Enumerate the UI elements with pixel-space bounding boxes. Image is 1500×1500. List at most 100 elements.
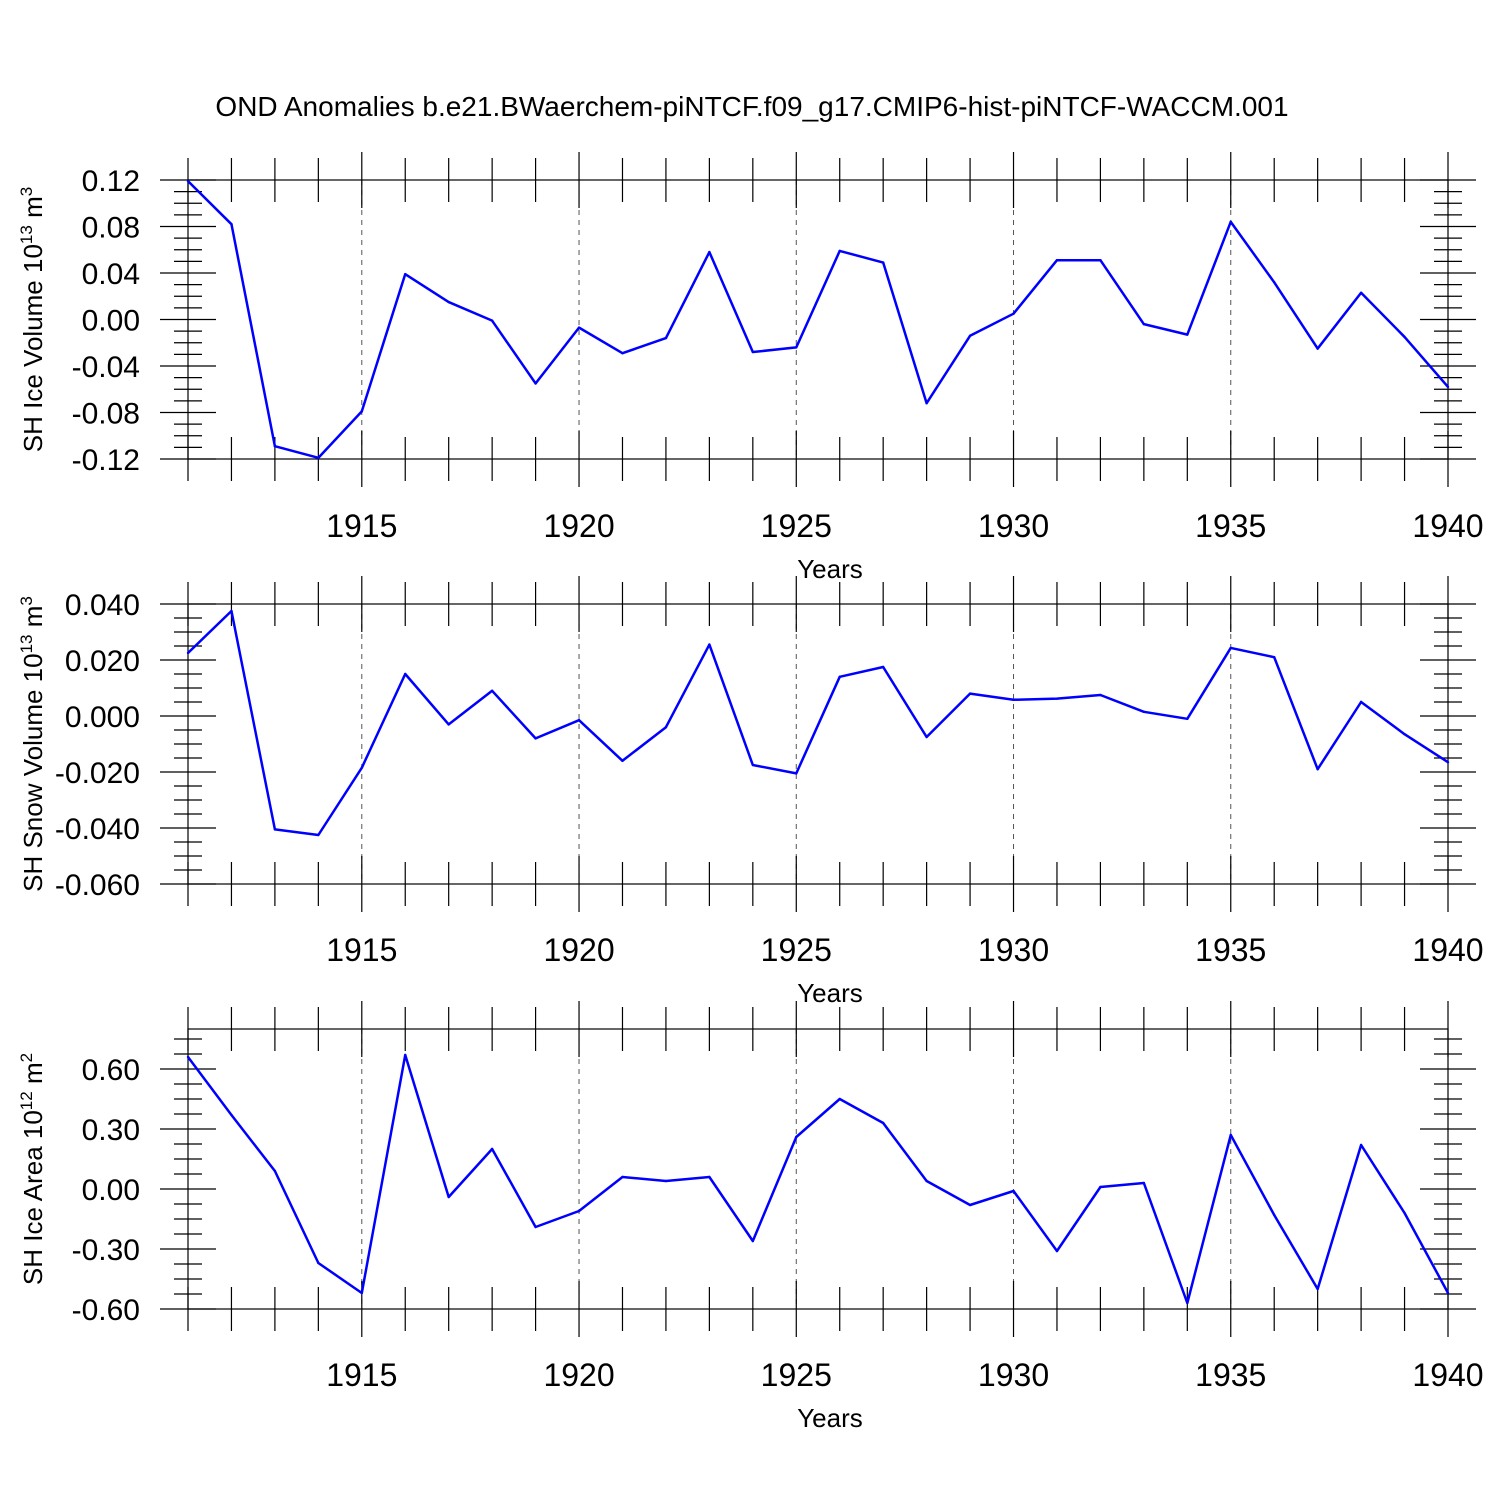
y-tick-label: -0.04 — [72, 351, 140, 384]
data-point — [534, 382, 537, 385]
data-point — [273, 1169, 277, 1173]
data-point — [1099, 1185, 1102, 1189]
data-point — [577, 1209, 581, 1213]
y-tick-label: 0.30 — [82, 1114, 140, 1147]
y-axis-label-superscript: 12 — [17, 1091, 36, 1110]
y-axis-label: SH Ice Area 1012 m2 — [17, 1053, 48, 1285]
x-tick-label: 1915 — [326, 1357, 397, 1393]
x-tick-label: 1915 — [326, 932, 397, 968]
data-point — [1055, 1249, 1059, 1253]
data-point — [490, 319, 494, 322]
x-axis-label: Years — [797, 554, 863, 584]
x-tick-label: 1940 — [1412, 932, 1483, 968]
data-point — [1099, 259, 1102, 262]
y-tick-label: 0.04 — [82, 258, 140, 291]
series-line — [186, 1053, 1450, 1305]
data-point — [925, 1179, 928, 1183]
data-point — [708, 250, 711, 254]
data-point — [881, 665, 885, 669]
y-tick-label: -0.040 — [55, 813, 140, 846]
plot-frame — [187, 1028, 1449, 1310]
data-point — [404, 272, 407, 276]
y-axis-label-superscript: 3 — [17, 596, 36, 605]
data-point — [925, 402, 928, 405]
data-point — [664, 1179, 668, 1183]
data-point — [1359, 1143, 1363, 1147]
data-point — [1403, 733, 1406, 736]
data-point — [317, 1261, 320, 1265]
data-point — [360, 1291, 363, 1295]
data-point — [1273, 281, 1276, 284]
data-point — [1229, 1133, 1232, 1137]
data-point — [751, 763, 755, 767]
y-axis-label-text: m — [18, 1062, 48, 1091]
data-point — [751, 1239, 755, 1243]
x-tick-label: 1935 — [1195, 1357, 1266, 1393]
data-point — [708, 643, 711, 646]
data-point — [230, 1113, 233, 1117]
data-point — [621, 1175, 624, 1179]
data-point — [360, 766, 363, 769]
data-point — [925, 735, 928, 739]
data-point — [968, 334, 972, 337]
x-tick-label: 1940 — [1412, 1357, 1483, 1393]
series-line — [187, 180, 1449, 460]
x-tick-label: 1930 — [978, 508, 1049, 544]
x-tick-label: 1940 — [1412, 508, 1483, 544]
y-tick-label: 0.020 — [65, 645, 140, 678]
y-axis-label-text: m — [18, 196, 48, 225]
x-tick-label: 1930 — [978, 1357, 1049, 1393]
y-tick-label: 0.08 — [82, 212, 140, 245]
data-point — [1403, 335, 1406, 339]
data-point — [1186, 717, 1189, 720]
x-tick-label: 1930 — [978, 932, 1049, 968]
y-tick-label: 0.00 — [82, 305, 140, 338]
data-point — [1316, 1287, 1319, 1291]
y-axis-label-superscript: 13 — [17, 634, 36, 653]
y-tick-label: -0.020 — [55, 757, 140, 790]
data-point — [1012, 1189, 1015, 1193]
data-point — [621, 759, 624, 762]
y-axis-label-text: SH Snow Volume 10 — [18, 653, 48, 891]
data-point — [1142, 1181, 1146, 1185]
data-point — [1446, 385, 1450, 389]
data-point — [534, 1225, 537, 1229]
data-point — [795, 1135, 798, 1139]
data-point — [795, 346, 798, 349]
data-point — [1012, 698, 1015, 701]
y-tick-label: -0.60 — [72, 1294, 140, 1327]
data-point — [447, 1195, 450, 1199]
data-point — [273, 445, 277, 448]
data-point — [447, 723, 450, 726]
x-tick-label: 1935 — [1195, 508, 1266, 544]
data-point — [1446, 1291, 1450, 1295]
y-tick-label: 0.000 — [65, 701, 140, 734]
data-point — [838, 675, 841, 678]
data-point — [404, 672, 407, 676]
data-point — [490, 1147, 494, 1151]
y-tick-label: 0.60 — [82, 1054, 140, 1087]
data-point — [795, 772, 798, 775]
data-point — [1316, 768, 1319, 771]
figure-title: OND Anomalies b.e21.BWaerchem-piNTCF.f09… — [215, 91, 1288, 122]
data-point — [577, 719, 581, 722]
data-point — [838, 1097, 841, 1101]
data-point — [1229, 646, 1232, 650]
data-point — [1446, 761, 1450, 764]
data-point — [664, 726, 668, 729]
data-point — [230, 222, 233, 226]
x-tick-label: 1920 — [543, 508, 614, 544]
y-axis-label-superscript: 3 — [17, 187, 36, 196]
data-point — [186, 651, 190, 655]
panel-1: 0.12 0.08 0.04 0.00 -0.04 -0.08 -0.12 1915 1920 1… — [17, 152, 1484, 584]
x-tick-label: 1920 — [543, 1357, 614, 1393]
data-point — [1012, 312, 1015, 315]
data-point — [360, 410, 363, 413]
data-point — [1359, 700, 1363, 704]
y-tick-label: 0.040 — [65, 589, 140, 622]
data-point — [273, 828, 277, 831]
y-tick-label: -0.060 — [55, 869, 140, 902]
data-point — [577, 326, 581, 329]
data-point — [664, 336, 668, 340]
